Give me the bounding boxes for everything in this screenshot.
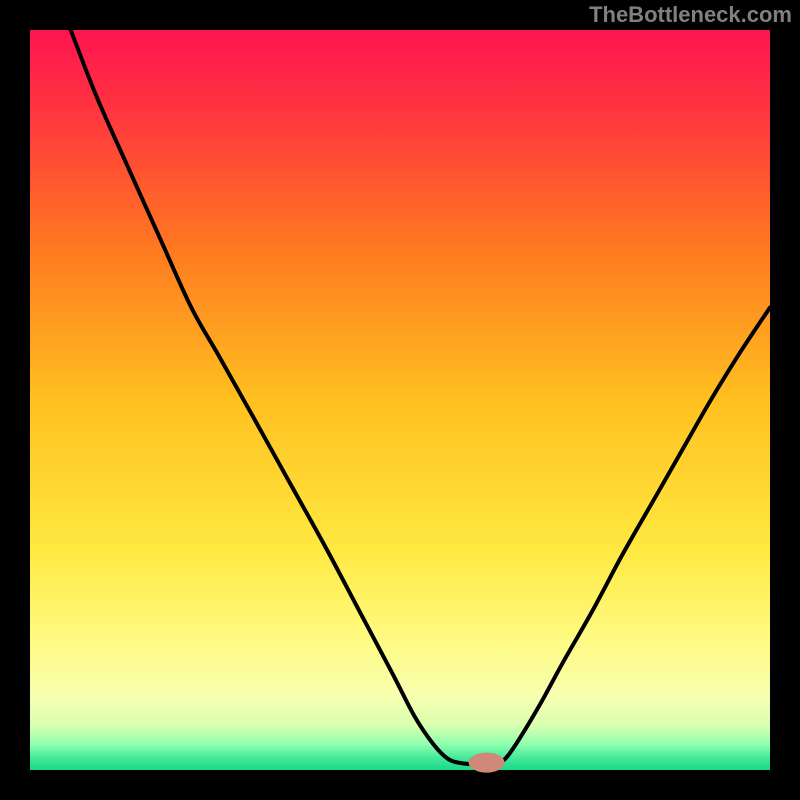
chart-background bbox=[30, 30, 770, 770]
optimal-point-marker bbox=[469, 753, 505, 773]
bottleneck-curve-chart bbox=[0, 0, 800, 800]
watermark-text: TheBottleneck.com bbox=[589, 2, 792, 28]
chart-container: TheBottleneck.com bbox=[0, 0, 800, 800]
